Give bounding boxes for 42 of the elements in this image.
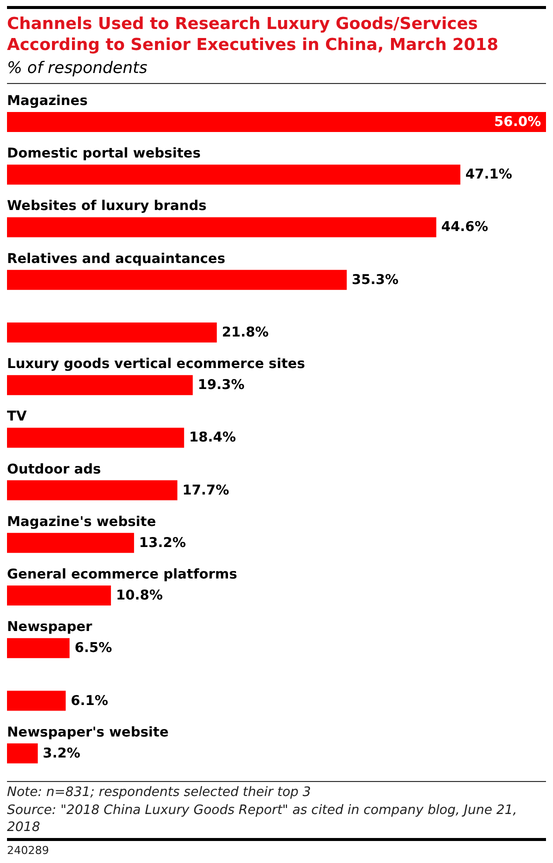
y-tick-label: Luxury goods vertical ecommerce sites <box>7 356 305 372</box>
bar <box>7 690 66 711</box>
bar <box>7 586 111 606</box>
data-label: 19.3% <box>198 377 246 394</box>
data-label: 10.8% <box>116 588 164 604</box>
text: 240289 <box>7 844 49 857</box>
data-label: 21.8% <box>222 324 270 340</box>
data-label: 47.1% <box>465 166 513 183</box>
y-tick-label: Magazines <box>7 93 88 109</box>
text: Note: n=831; respondents selected their top 3 <box>7 785 311 800</box>
y-tick-label: Newspaper's website <box>7 724 169 740</box>
data-label: 3.2% <box>42 745 81 762</box>
y-tick-label: Relatives and acquaintances <box>7 250 226 267</box>
bar <box>7 428 184 448</box>
data-label: 35.3% <box>352 272 400 288</box>
data-label: 18.4% <box>189 430 236 446</box>
y-tick-label: TV <box>7 408 28 425</box>
y-tick-label: General ecommerce platforms <box>7 566 238 583</box>
bar <box>7 164 460 185</box>
bar <box>7 270 347 290</box>
data-label: 56.0% <box>494 114 542 130</box>
source-note: Source: "2018 China Luxury Goods Report" as cited in company blog, June 21, 2018 <box>7 802 518 835</box>
bar <box>7 743 38 764</box>
y-tick-label: Domestic portal websites <box>7 146 201 162</box>
bar <box>7 532 134 553</box>
data-label: 6.1% <box>70 692 109 709</box>
y-tick-label: Magazine's website <box>7 514 156 530</box>
data-label: 13.2% <box>139 534 186 551</box>
y-tick-label: Outdoor ads <box>7 461 101 478</box>
chart-subtitle: % of respondents <box>7 58 148 77</box>
y-tick-label: Newspaper <box>7 619 93 636</box>
bar <box>7 480 178 500</box>
data-label: 17.7% <box>182 482 230 498</box>
bar <box>7 112 546 132</box>
data-label: 6.5% <box>74 640 112 656</box>
chart-title: Channels Used to Research Luxury Goods/Services According to Senior Executives in China, March 2018 <box>7 14 498 54</box>
bar <box>7 638 70 658</box>
y-tick-label: Websites of luxury brands <box>7 198 207 214</box>
bar <box>7 322 217 342</box>
bar <box>7 375 193 396</box>
data-label: 44.6% <box>441 219 489 236</box>
bar <box>7 217 436 238</box>
